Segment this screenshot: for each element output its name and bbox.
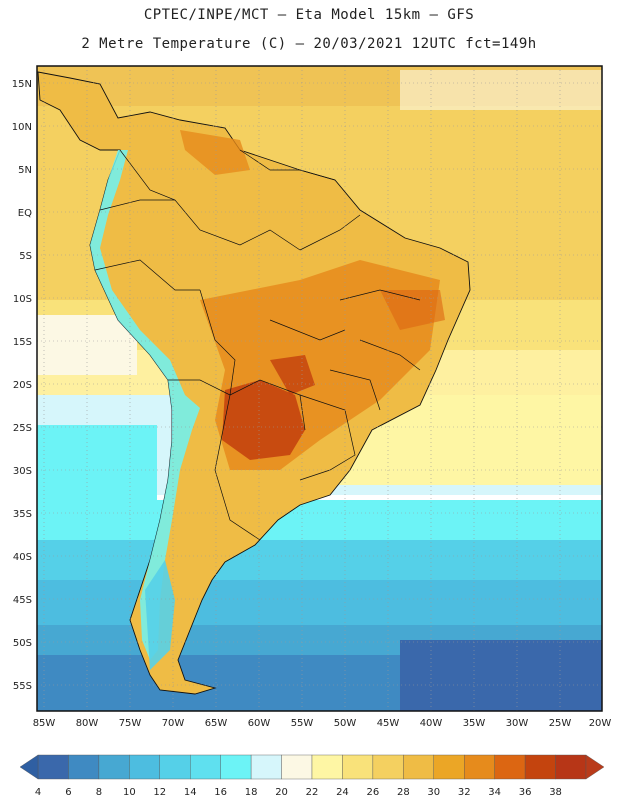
legend-level-label: 38 (549, 787, 562, 798)
title-line-2: 2 Metre Temperature (C) – 20/03/2021 12U… (81, 36, 537, 52)
legend-swatch (68, 754, 100, 780)
legend-swatch (250, 754, 282, 780)
lat-label: 35S (13, 509, 32, 520)
lat-label: 5S (19, 251, 32, 262)
lon-label: 85W (33, 718, 56, 729)
legend-level-label: 28 (397, 787, 410, 798)
lat-label: 5N (18, 165, 32, 176)
lon-label: 45W (377, 718, 400, 729)
legend-swatch (342, 754, 374, 780)
legend-level-label: 4 (35, 787, 41, 798)
lat-label: 15S (13, 337, 32, 348)
lon-label: 50W (334, 718, 357, 729)
title-line-1: CPTEC/INPE/MCT – Eta Model 15km – GFS (143, 7, 475, 23)
hot-spot-north (270, 355, 315, 395)
legend-swatch (311, 754, 343, 780)
lon-label: 40W (420, 718, 443, 729)
legend-swatch (494, 754, 526, 780)
legend-level-label: 30 (427, 787, 440, 798)
legend-labels: 4 6 8 10 12 14 16 18 20 22 24 26 28 30 32 34 36 38 (35, 787, 562, 798)
hot-spot-venezuela (180, 130, 250, 175)
hot-spot-northeast (380, 290, 445, 330)
lat-label: 50S (13, 638, 32, 649)
legend-swatch (220, 754, 252, 780)
legend-level-label: 6 (65, 787, 71, 798)
legend-level-label: 24 (336, 787, 349, 798)
lon-label: 70W (162, 718, 185, 729)
legend-level-label: 8 (96, 787, 102, 798)
lon-label: 55W (291, 718, 314, 729)
legend-arrow-right (585, 754, 605, 780)
lon-label: 75W (119, 718, 142, 729)
legend-swatches (37, 754, 587, 780)
lat-label: 40S (13, 552, 32, 563)
legend-level-label: 34 (488, 787, 501, 798)
legend-level-label: 32 (458, 787, 471, 798)
patagonia-andes (145, 560, 175, 670)
legend-swatch (190, 754, 221, 780)
lon-label: 35W (463, 718, 486, 729)
lat-label: 25S (13, 423, 32, 434)
legend-level-label: 26 (367, 787, 380, 798)
legend-level-label: 10 (123, 787, 136, 798)
lat-label: 15N (12, 79, 32, 90)
lat-label: 30S (13, 466, 32, 477)
lat-label: EQ (18, 208, 32, 219)
andes-cold-strip (90, 150, 200, 660)
legend-level-label: 36 (519, 787, 532, 798)
legend-swatch (403, 754, 434, 780)
legend-swatch (129, 754, 160, 780)
legend-swatch (159, 754, 191, 780)
lat-label: 20S (13, 380, 32, 391)
map-frame (36, 65, 603, 712)
legend-level-label: 18 (245, 787, 258, 798)
lon-label: 20W (589, 718, 612, 729)
legend-level-label: 20 (275, 787, 288, 798)
lon-label: 65W (205, 718, 228, 729)
legend-level-label: 12 (153, 787, 166, 798)
legend-arrow-left (19, 754, 39, 780)
longitude-labels: 85W 80W 75W 70W 65W 60W 55W 50W 45W 40W … (33, 718, 612, 729)
lat-label: 55S (13, 681, 32, 692)
latitude-labels: 15N 10N 5N EQ 5S 10S 15S 20S 25S 30S 35S… (12, 79, 32, 692)
legend-swatch (98, 754, 130, 780)
legend-swatch (524, 754, 556, 780)
legend-swatch (433, 754, 465, 780)
hot-core (222, 380, 305, 460)
lon-label: 30W (506, 718, 529, 729)
legend-level-label: 14 (184, 787, 197, 798)
legend-level-label: 22 (306, 787, 319, 798)
legend-swatch (37, 754, 69, 780)
lat-label: 10S (13, 294, 32, 305)
lon-label: 25W (549, 718, 572, 729)
legend-swatch (555, 754, 587, 780)
lat-label: 10N (12, 122, 32, 133)
lon-label: 80W (76, 718, 99, 729)
lon-label: 60W (248, 718, 271, 729)
legend-swatch (281, 754, 313, 780)
legend-swatch (372, 754, 404, 780)
lat-label: 45S (13, 595, 32, 606)
legend-level-label: 16 (214, 787, 227, 798)
country-borders (94, 149, 421, 541)
legend-swatch (464, 754, 495, 780)
